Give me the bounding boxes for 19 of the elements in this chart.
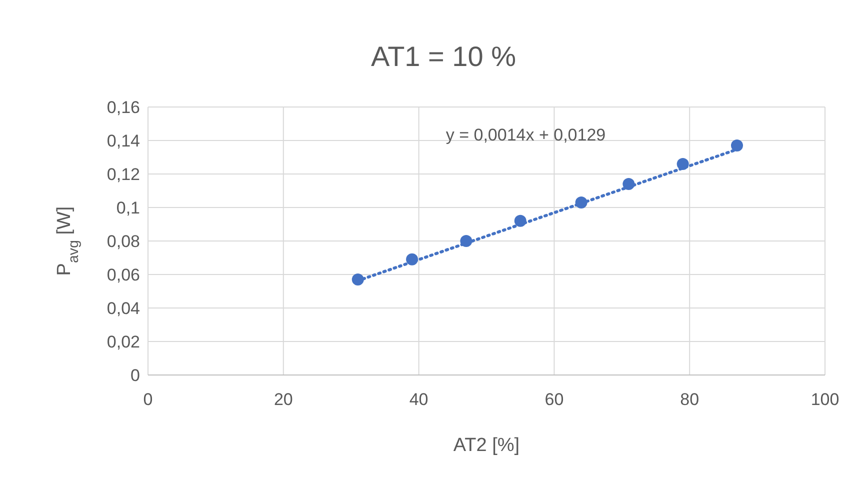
y-tick-label: 0,06 [106,265,140,284]
y-tick-label: 0,08 [106,232,140,251]
x-tick-label: 100 [810,390,840,409]
y-tick-label: 0,12 [106,164,140,184]
annotation: y = 0,0014x + 0,0129 [446,126,606,144]
y-tick-label: 0,1 [116,198,140,218]
x-tick-label: 80 [680,390,700,409]
y-tick-label: 0,02 [106,332,140,352]
x-tick-label: 0 [143,390,153,409]
x-axis-title: AT2 [%] [453,435,520,456]
point [730,140,743,152]
x-tick-label: 60 [544,390,564,409]
y-tick-label: 0 [130,366,140,385]
x-tick-label: 40 [409,390,428,409]
y-tick-label: 0,16 [106,98,140,117]
x-tick-label: 20 [274,390,293,409]
y-tick-label: 0,04 [106,298,140,318]
chart-title: AT1 = 10 % [370,41,516,72]
y-tick-label: 0,14 [106,131,140,150]
